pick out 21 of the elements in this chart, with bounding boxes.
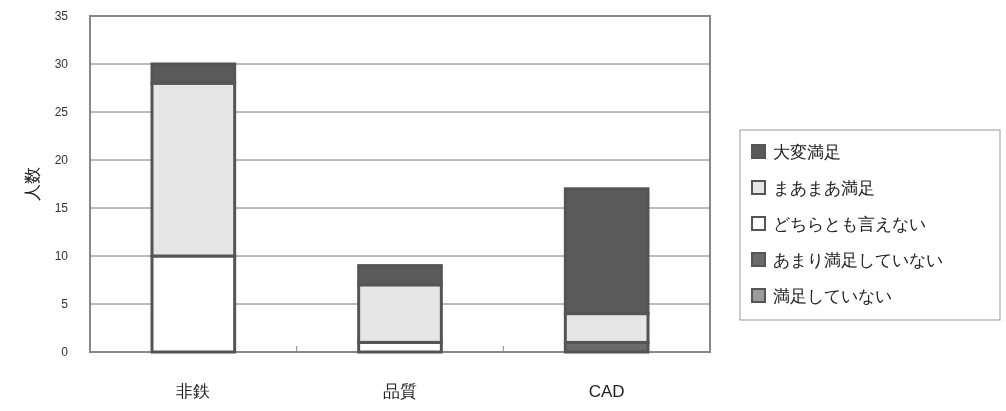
bar	[357, 283, 443, 344]
legend-label: あまり満足していない	[773, 251, 943, 270]
y-tick-label: 30	[54, 57, 69, 71]
y-tick-label: 5	[61, 297, 69, 311]
y-tick-label: 25	[54, 105, 69, 119]
bar	[357, 264, 443, 287]
x-tick-label: CAD	[588, 382, 625, 401]
bar	[563, 187, 650, 316]
x-tick-label: 品質	[383, 382, 417, 401]
bar	[150, 62, 237, 85]
legend-label: どちらとも言えない	[773, 215, 926, 234]
legend-label: 大変満足	[773, 143, 841, 162]
x-tick-label: 非鉄	[176, 382, 211, 401]
y-tick-label: 35	[54, 9, 69, 23]
y-tick-label: 0	[61, 345, 69, 359]
y-axis-title: 人数	[23, 167, 42, 201]
legend-label: 満足していない	[773, 287, 892, 306]
y-tick-label: 20	[54, 153, 69, 167]
y-tick-label: 15	[54, 201, 69, 215]
legend-label: まあまあ満足	[773, 179, 875, 198]
y-tick-label: 10	[54, 249, 69, 263]
